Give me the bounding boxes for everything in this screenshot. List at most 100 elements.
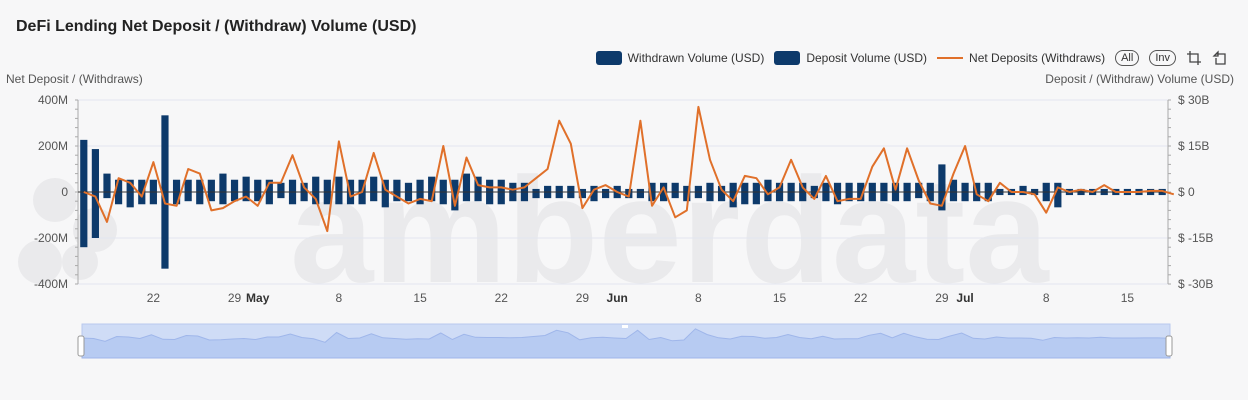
deposit-bar (567, 185, 575, 192)
deposit-bar (868, 182, 876, 192)
y-left-tick-label: -400M (34, 277, 68, 291)
deposit-bar (996, 188, 1004, 192)
withdrawn-bar (868, 192, 876, 202)
all-button[interactable]: All (1115, 50, 1140, 66)
withdrawn-bar (532, 192, 540, 199)
navigator-left-handle[interactable] (77, 335, 85, 357)
withdrawn-bar (335, 192, 343, 205)
deposit-bar (416, 179, 424, 192)
withdrawn-bar (1019, 192, 1027, 196)
deposit-bar (984, 182, 992, 192)
withdrawn-bar (196, 192, 204, 205)
deposit-bar (903, 182, 911, 192)
deposit-bar (254, 179, 262, 192)
y-left-tick-label: 400M (38, 93, 68, 107)
legend-deposit[interactable]: Deposit Volume (USD) (774, 51, 927, 65)
withdrawn-bar (1123, 192, 1132, 196)
x-tick-label: 29 (576, 291, 590, 305)
withdrawn-bar (567, 192, 575, 199)
x-tick-label: 8 (695, 291, 702, 305)
legend-withdrawn[interactable]: Withdrawn Volume (USD) (595, 51, 765, 65)
net-deposits-line (83, 105, 1175, 233)
withdrawn-bar (845, 192, 853, 202)
deposit-bar (91, 149, 99, 192)
withdrawn-bar (1077, 192, 1085, 196)
withdrawn-bar (161, 192, 169, 269)
deposit-bar (1031, 188, 1039, 192)
legend-deposit-label: Deposit Volume (USD) (806, 51, 928, 65)
chart-legend: Withdrawn Volume (USD) Deposit Volume (U… (595, 50, 1228, 66)
deposit-bar (80, 139, 88, 192)
legend-withdrawn-label: Withdrawn Volume (USD) (627, 51, 765, 65)
deposit-bar (439, 179, 447, 192)
deposit-bar (671, 182, 679, 192)
withdrawn-bar (915, 192, 923, 199)
deposit-bar (938, 164, 946, 192)
deposit-bar (497, 179, 505, 192)
withdrawn-bar (184, 192, 192, 202)
deposit-bar (845, 182, 853, 192)
y-right-tick-label: $ 15B (1178, 139, 1209, 153)
withdrawn-bar (648, 192, 656, 202)
legend-net-label: Net Deposits (Withdraws) (969, 51, 1106, 65)
deposit-bar (810, 185, 818, 192)
inv-button[interactable]: Inv (1149, 50, 1176, 66)
deposit-bar (370, 176, 378, 192)
deposit-bar (1007, 188, 1016, 192)
deposit-bar (741, 182, 749, 192)
withdrawn-bar (381, 192, 389, 208)
deposit-bar (486, 179, 494, 192)
deposit-bar (683, 185, 691, 192)
withdrawn-bar (1100, 192, 1108, 196)
x-tick-label: 8 (1043, 291, 1050, 305)
withdrawn-bar (775, 192, 784, 202)
y-right-tick-label: $ 30B (1178, 93, 1209, 107)
withdrawn-bar (602, 192, 610, 199)
deposit-bar (613, 185, 621, 192)
withdrawn-bar (114, 192, 123, 205)
deposit-bar (915, 182, 923, 192)
deposit-bar (1112, 188, 1120, 192)
zoom-area-icon[interactable] (1186, 50, 1202, 66)
withdrawn-bar (346, 192, 355, 205)
deposit-bar (288, 179, 297, 192)
withdrawn-bar (230, 192, 239, 202)
deposit-bar (358, 179, 366, 192)
withdrawn-bar (891, 192, 900, 202)
x-tick-label: 22 (854, 291, 868, 305)
restore-icon[interactable] (1212, 50, 1228, 66)
withdrawn-bar (984, 192, 992, 202)
withdrawn-bar (833, 192, 842, 205)
deposit-bar (265, 179, 273, 192)
withdrawn-bar (949, 192, 958, 202)
x-tick-label: 15 (1121, 291, 1135, 305)
legend-net[interactable]: Net Deposits (Withdraws) (937, 51, 1105, 65)
withdrawn-bar (544, 192, 552, 199)
withdrawn-bar (590, 192, 598, 202)
navigator-right-handle[interactable] (1165, 335, 1173, 357)
x-tick-label: 15 (413, 291, 427, 305)
withdrawn-bar (1158, 192, 1166, 196)
withdrawn-bar (462, 192, 471, 202)
withdrawn-bar (1065, 192, 1074, 196)
chart-title: DeFi Lending Net Deposit / (Withdraw) Vo… (16, 18, 417, 35)
deposit-bar (973, 182, 981, 192)
withdrawn-bar (138, 192, 146, 205)
deposit-bar (196, 179, 204, 192)
withdrawn-bar (903, 192, 911, 202)
withdrawn-bar (126, 192, 134, 208)
withdrawn-bar (1042, 192, 1050, 202)
withdrawn-bar (1007, 192, 1016, 196)
deposit-bar (393, 179, 401, 192)
deposit-bar (729, 182, 737, 192)
withdrawn-bar (822, 192, 830, 202)
withdrawn-bar (938, 192, 946, 211)
withdrawn-bar (219, 192, 227, 205)
withdrawn-bar (706, 192, 714, 202)
withdrawn-bar (764, 192, 772, 202)
withdrawn-bar (741, 192, 749, 205)
y-axis-left-title: Net Deposit / (Withdraws) (6, 72, 143, 86)
x-tick-label: Jun (607, 291, 628, 305)
deposit-bar (532, 188, 540, 192)
